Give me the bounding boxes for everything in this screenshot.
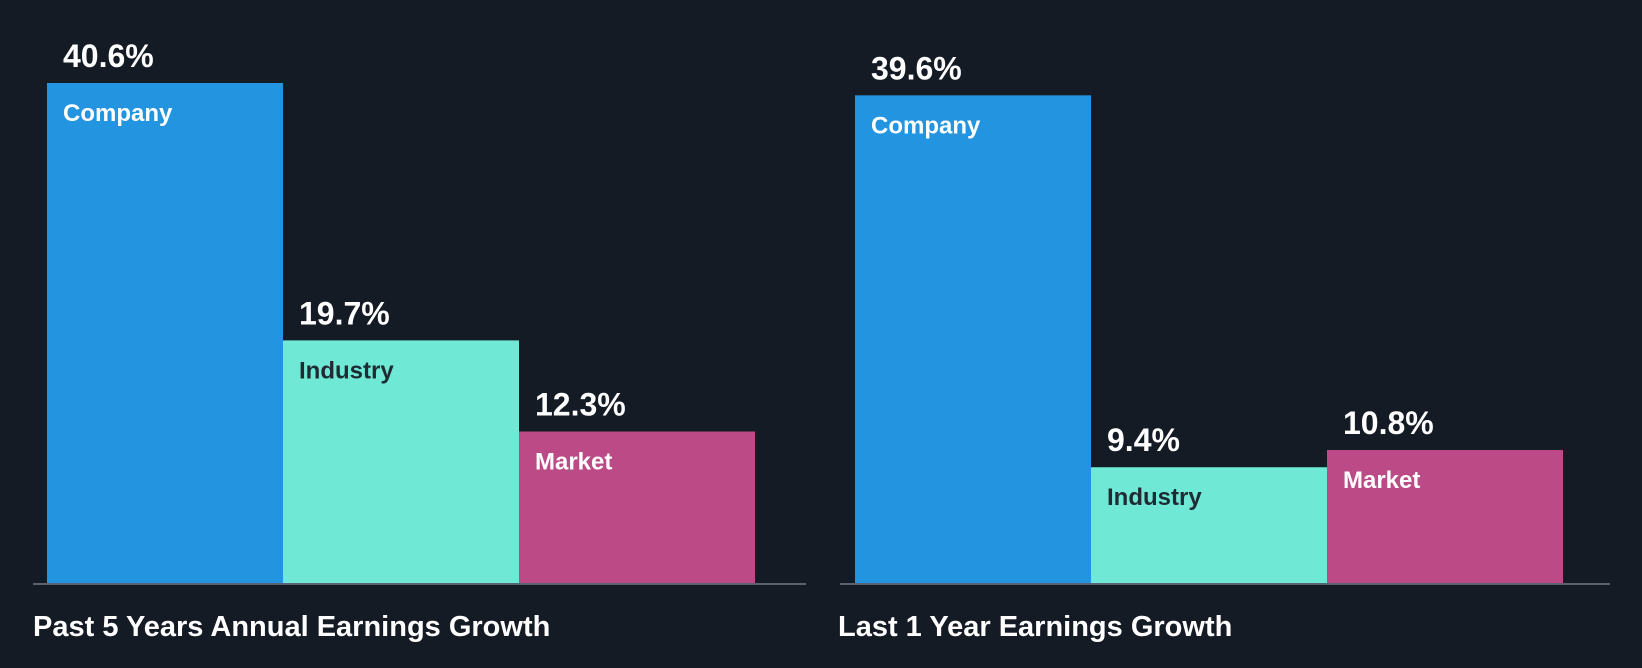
value-label-market: 12.3% — [535, 387, 626, 423]
bar-market — [519, 431, 755, 583]
value-label-company: 39.6% — [871, 50, 962, 86]
chart-title: Last 1 Year Earnings Growth — [838, 611, 1232, 643]
category-label-market: Market — [1343, 467, 1420, 494]
bar-market — [1327, 449, 1563, 583]
bar-company — [47, 83, 283, 583]
chart-title: Past 5 Years Annual Earnings Growth — [33, 611, 550, 643]
bar-industry — [283, 340, 519, 583]
bar-company — [855, 95, 1091, 583]
value-label-company: 40.6% — [63, 38, 154, 74]
value-label-industry: 9.4% — [1107, 422, 1180, 458]
category-label-industry: Industry — [299, 357, 394, 384]
value-label-market: 10.8% — [1343, 405, 1434, 441]
category-label-company: Company — [63, 100, 173, 127]
chart-panel-2: 39.6% Company 9.4% Industry 10.8% Market Last … — [838, 50, 1610, 643]
bar-industry — [1091, 467, 1327, 583]
category-label-industry: Industry — [1107, 484, 1202, 511]
category-label-market: Market — [535, 449, 612, 476]
value-label-industry: 19.7% — [299, 295, 390, 331]
chart-panel-1: 40.6% Company 19.7% Industry 12.3% Market Past… — [33, 38, 806, 643]
category-label-company: Company — [871, 112, 981, 139]
